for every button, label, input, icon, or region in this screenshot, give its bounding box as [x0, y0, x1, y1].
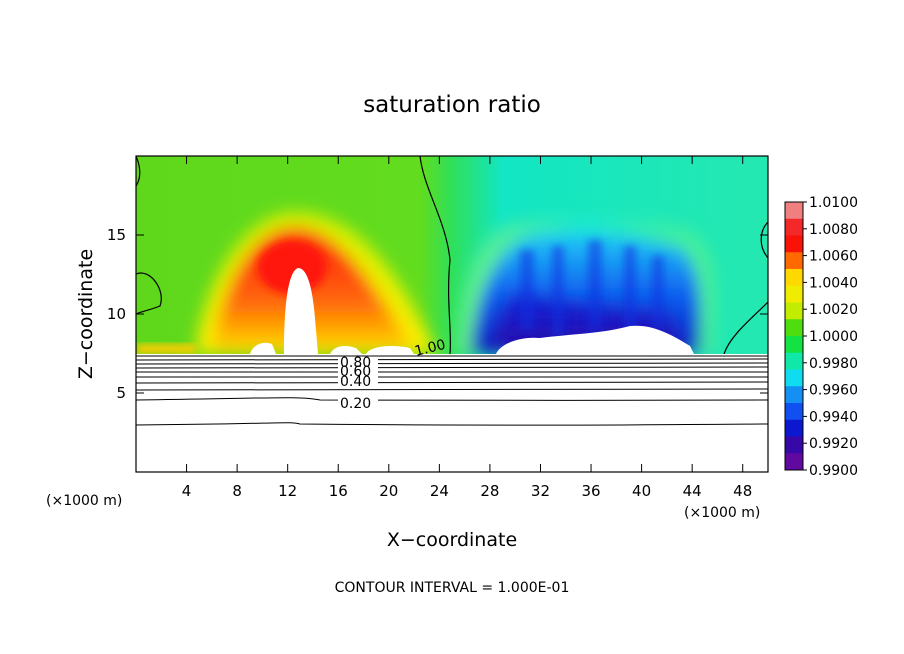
colorbar-swatch-12 [785, 403, 803, 421]
colorbar-swatch-6 [785, 302, 803, 320]
contour-label-060: 0.60 [340, 364, 371, 380]
colorbar: 1.0100 1.0080 1.0060 1.0040 1.0020 1.0000 0.99… [784, 195, 858, 479]
x-tick-label-0: 4 [182, 482, 192, 500]
y-tick-label-1: 10 [107, 305, 126, 323]
contour-lines [135, 355, 769, 426]
colorbar-swatch-13 [785, 419, 803, 437]
colorbar-label-0: 1.0100 [809, 195, 858, 211]
x-tick-label-5: 24 [430, 482, 449, 500]
colorbar-label-9: 0.9920 [809, 436, 858, 452]
x-unit-right: (×1000 m) [684, 505, 760, 521]
x-tick-label-3: 16 [329, 482, 348, 500]
colorbar-swatch-2 [785, 235, 803, 253]
colorbar-label-5: 1.0000 [809, 329, 858, 345]
colorbar-label-10: 0.9900 [809, 463, 858, 479]
colorbar-swatch-0 [785, 202, 803, 220]
contour-label-080: 0.80 [340, 355, 371, 371]
colorbar-swatch-9 [785, 352, 803, 370]
y-axis-label: Z−coordinate [75, 249, 97, 379]
colorbar-label-7: 0.9960 [809, 383, 858, 399]
colorbar-label-2: 1.0060 [809, 249, 858, 265]
contour-label-040: 0.40 [340, 374, 371, 390]
x-tick-label-6: 28 [480, 482, 499, 500]
colorbar-label-6: 0.9980 [809, 356, 858, 372]
x-tick-label-1: 8 [232, 482, 242, 500]
colorbar-swatch-3 [785, 252, 803, 270]
x-axis-label: X−coordinate [387, 529, 517, 551]
colorbar-label-3: 1.0040 [809, 275, 858, 291]
colorbar-swatch-11 [785, 386, 803, 404]
y-tick-label-2: 15 [107, 226, 126, 244]
colorbar-swatch-15 [785, 453, 803, 471]
contour-label-100: 1.00 [413, 337, 447, 360]
colorbar-swatch-4 [785, 269, 803, 287]
contour-interval-note: CONTOUR INTERVAL = 1.000E-01 [335, 580, 570, 596]
colorbar-labels: 1.0100 1.0080 1.0060 1.0040 1.0020 1.0000 0.99… [803, 195, 858, 479]
contour-labels: 1.00 0.80 0.60 0.40 0.20 [338, 337, 447, 412]
contour-line-upper [419, 156, 451, 354]
x-tick-label-2: 12 [278, 482, 297, 500]
chart-title: saturation ratio [363, 92, 541, 118]
colorbar-swatch-8 [785, 336, 803, 354]
colorbar-swatch-5 [785, 285, 803, 303]
colorbar-label-8: 0.9940 [809, 409, 858, 425]
x-tick-label-8: 36 [581, 482, 600, 500]
x-tick-label-11: 48 [733, 482, 752, 500]
y-tick-label-0: 5 [116, 384, 126, 402]
x-unit-left: (×1000 m) [46, 493, 122, 509]
colorbar-swatch-1 [785, 218, 803, 236]
x-tick-label-9: 40 [632, 482, 651, 500]
contour-label-020: 0.20 [340, 396, 371, 412]
colorbar-swatch-10 [785, 369, 803, 387]
colorbar-swatches [784, 201, 804, 471]
x-tick-label-10: 44 [683, 482, 702, 500]
x-tick-label-4: 20 [379, 482, 398, 500]
colorbar-label-4: 1.0020 [809, 302, 858, 318]
colorbar-swatch-7 [785, 319, 803, 337]
saturation-field [136, 156, 768, 354]
colorbar-label-1: 1.0080 [809, 222, 858, 238]
colorbar-swatch-14 [785, 436, 803, 454]
x-tick-label-7: 32 [531, 482, 550, 500]
